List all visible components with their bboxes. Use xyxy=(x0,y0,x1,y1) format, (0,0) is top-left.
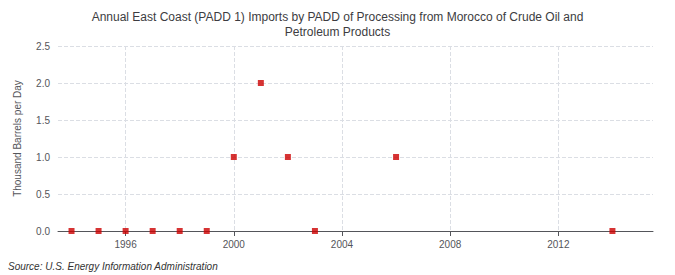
svg-text:1.0: 1.0 xyxy=(36,152,50,163)
svg-text:2004: 2004 xyxy=(331,239,354,250)
svg-text:1.5: 1.5 xyxy=(36,115,50,126)
svg-text:Petroleum Products: Petroleum Products xyxy=(285,25,390,39)
svg-text:0.5: 0.5 xyxy=(36,189,50,200)
svg-text:0.0: 0.0 xyxy=(36,226,50,237)
svg-text:1996: 1996 xyxy=(114,239,137,250)
svg-text:2.5: 2.5 xyxy=(36,41,50,52)
svg-text:2.0: 2.0 xyxy=(36,78,50,89)
svg-text:Annual East Coast (PADD 1) Imp: Annual East Coast (PADD 1) Imports by PA… xyxy=(92,10,584,24)
svg-text:2012: 2012 xyxy=(547,239,570,250)
svg-text:2008: 2008 xyxy=(439,239,462,250)
svg-text:Thousand Barrels per Day: Thousand Barrels per Day xyxy=(12,80,23,197)
svg-text:2000: 2000 xyxy=(223,239,246,250)
svg-text:Source: U.S. Energy Informatio: Source: U.S. Energy Information Administ… xyxy=(8,261,218,272)
